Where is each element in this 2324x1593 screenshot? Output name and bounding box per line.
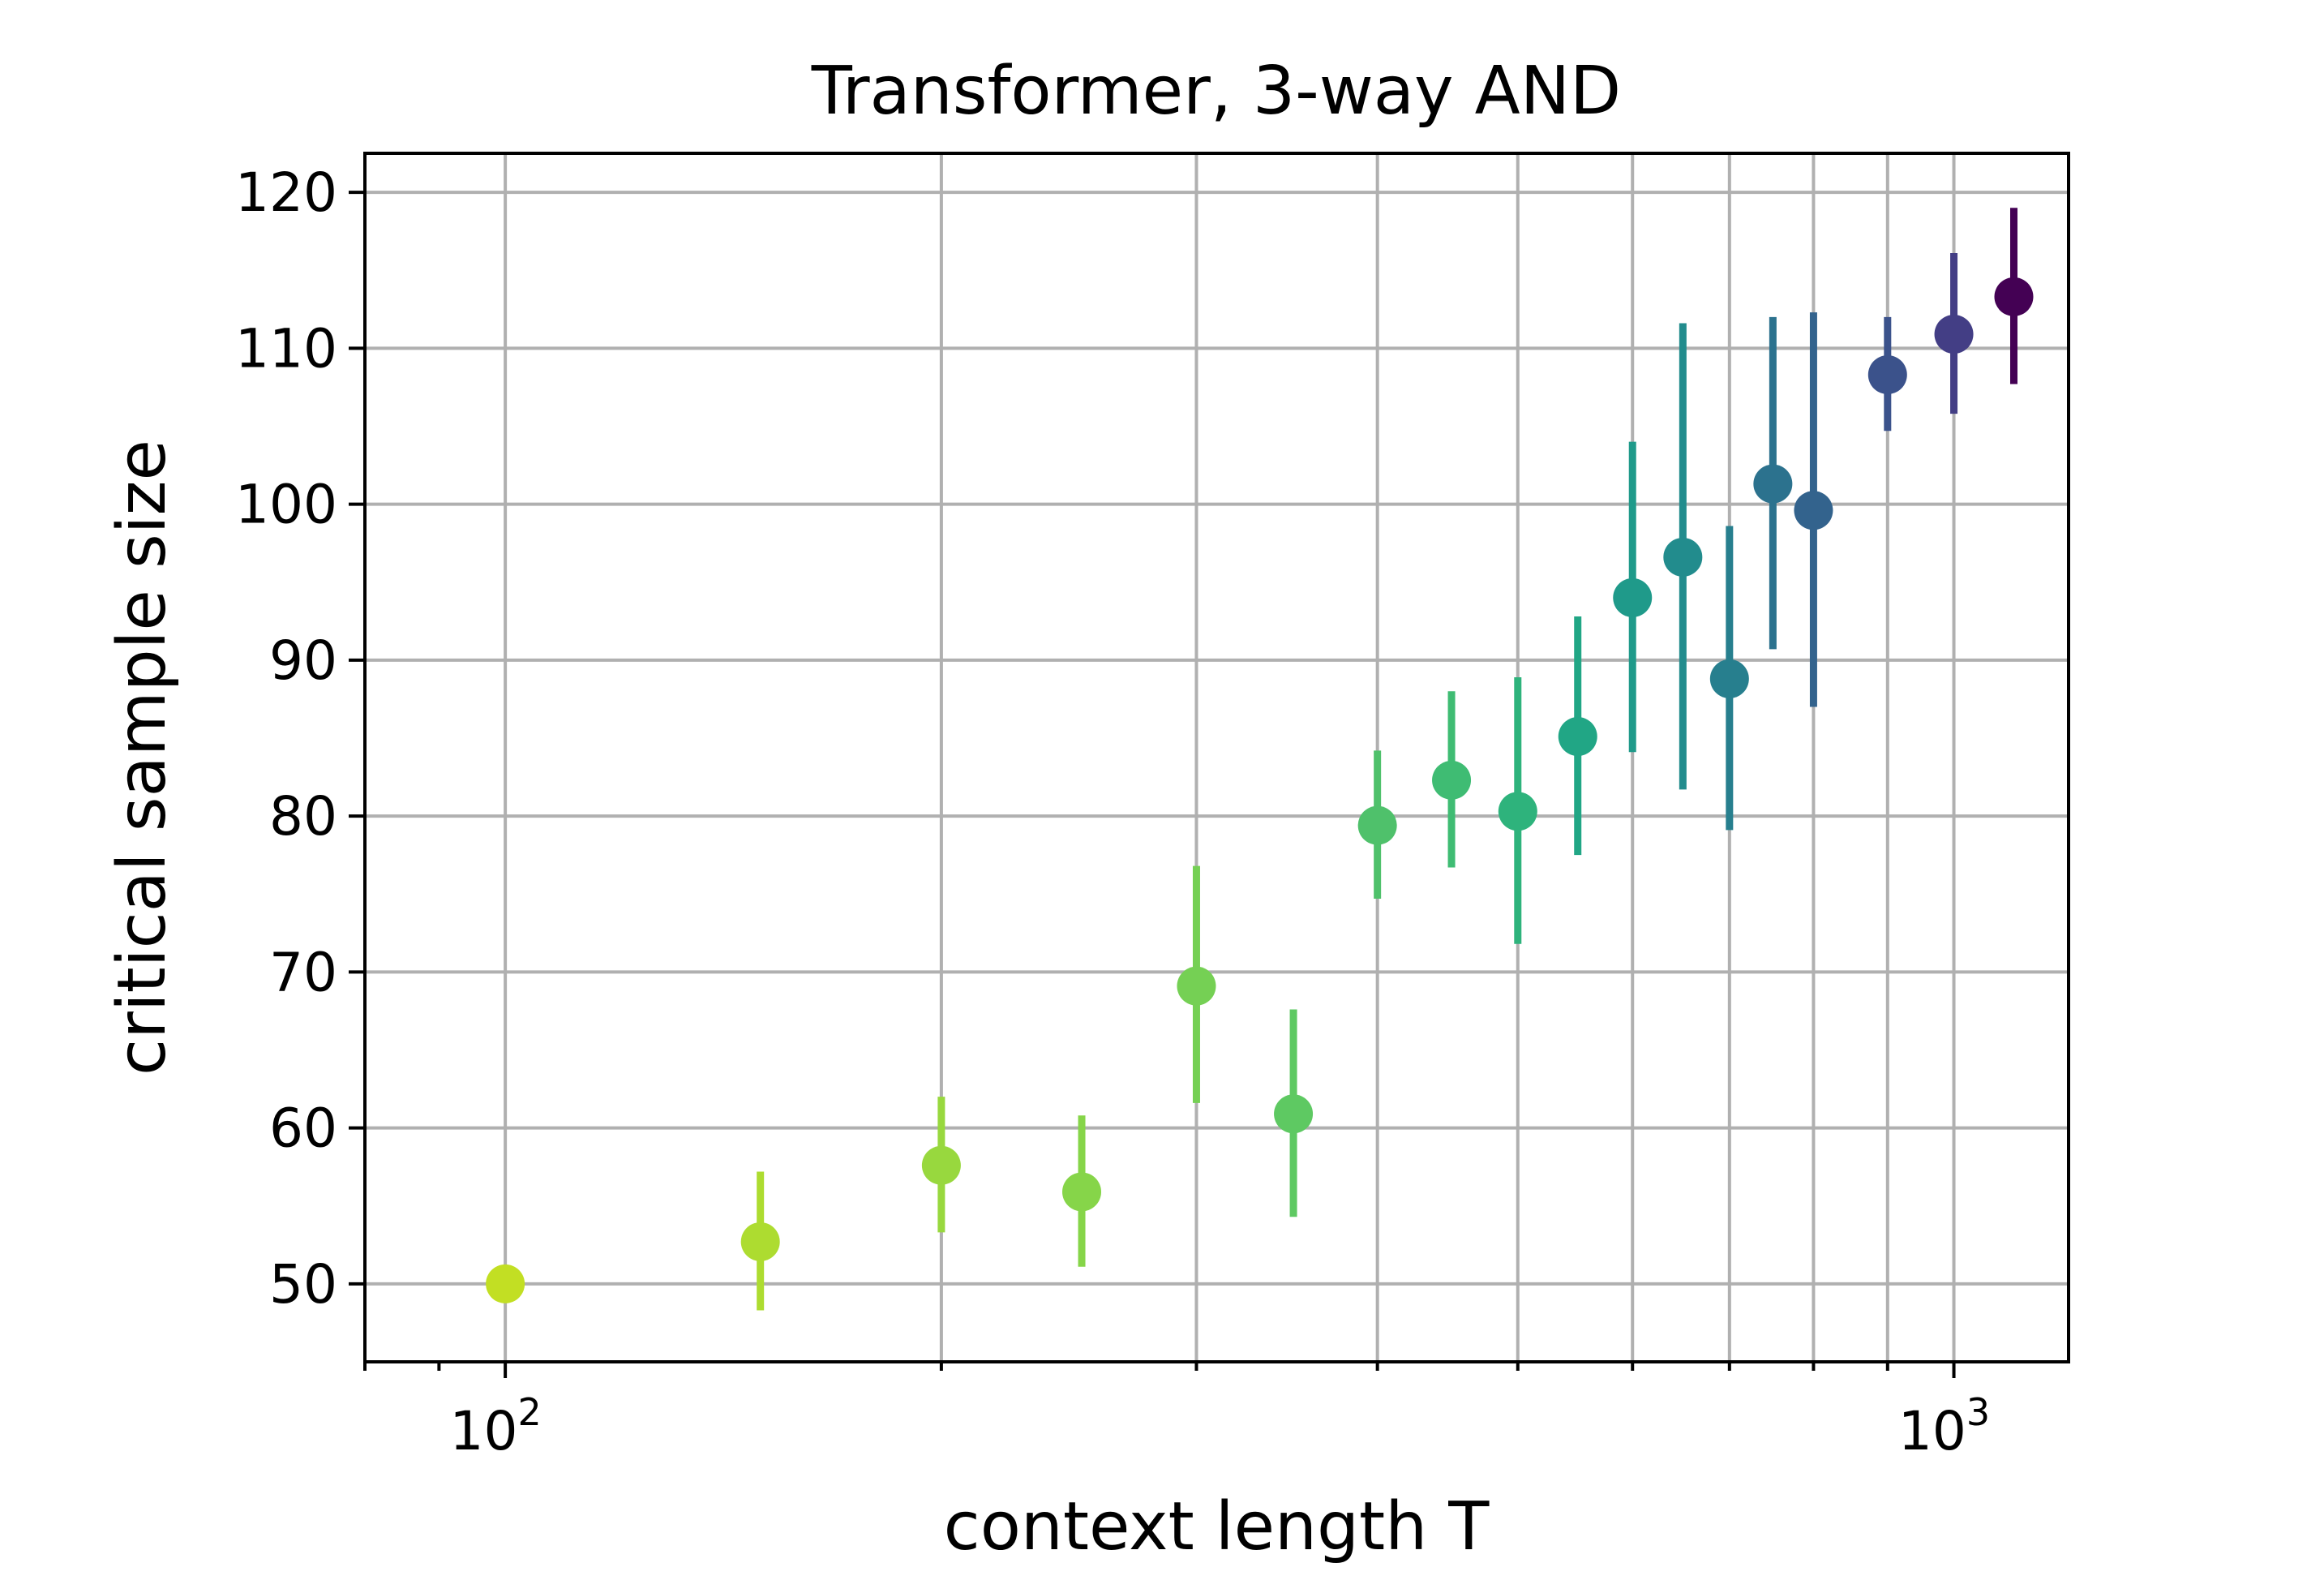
y-tick-label: 50 (269, 1253, 337, 1316)
data-point (1613, 578, 1653, 617)
data-point (1432, 760, 1472, 800)
error-bars (757, 208, 2017, 1311)
axis-ticks: 50 60 70 80 90 100 110 120 102 103 (235, 161, 1990, 1462)
data-point (1753, 464, 1793, 504)
data-point (1794, 491, 1833, 530)
data-point (1994, 277, 2034, 316)
data-point (1709, 659, 1749, 698)
chart-title: Transformer, 3-way AND (811, 53, 1621, 130)
y-tick-label: 90 (269, 629, 337, 692)
data-point (486, 1264, 525, 1303)
data-point (1357, 805, 1397, 845)
y-tick-label: 80 (269, 785, 337, 848)
data-point (1558, 717, 1597, 757)
data-point (1934, 315, 1974, 354)
data-point (740, 1222, 780, 1261)
y-tick-label: 110 (235, 317, 337, 380)
data-point (1663, 537, 1703, 577)
y-tick-label: 60 (269, 1097, 337, 1160)
data-point (1867, 355, 1907, 395)
x-tick-label: 103 (1898, 1390, 1990, 1462)
data-points (486, 277, 2034, 1303)
data-point (1062, 1172, 1102, 1212)
grid (365, 153, 2069, 1362)
data-point (1177, 966, 1216, 1006)
data-point (921, 1145, 961, 1185)
plot-frame (363, 152, 2070, 1363)
y-axis-label: critical sample size (104, 440, 181, 1076)
y-tick-label: 100 (235, 474, 337, 536)
x-axis-label: context length T (944, 1488, 1490, 1565)
x-tick-label: 102 (449, 1390, 541, 1462)
y-tick-label: 70 (269, 941, 337, 1003)
data-point (1274, 1094, 1314, 1134)
y-tick-label: 120 (235, 161, 337, 224)
data-point (1498, 792, 1537, 831)
